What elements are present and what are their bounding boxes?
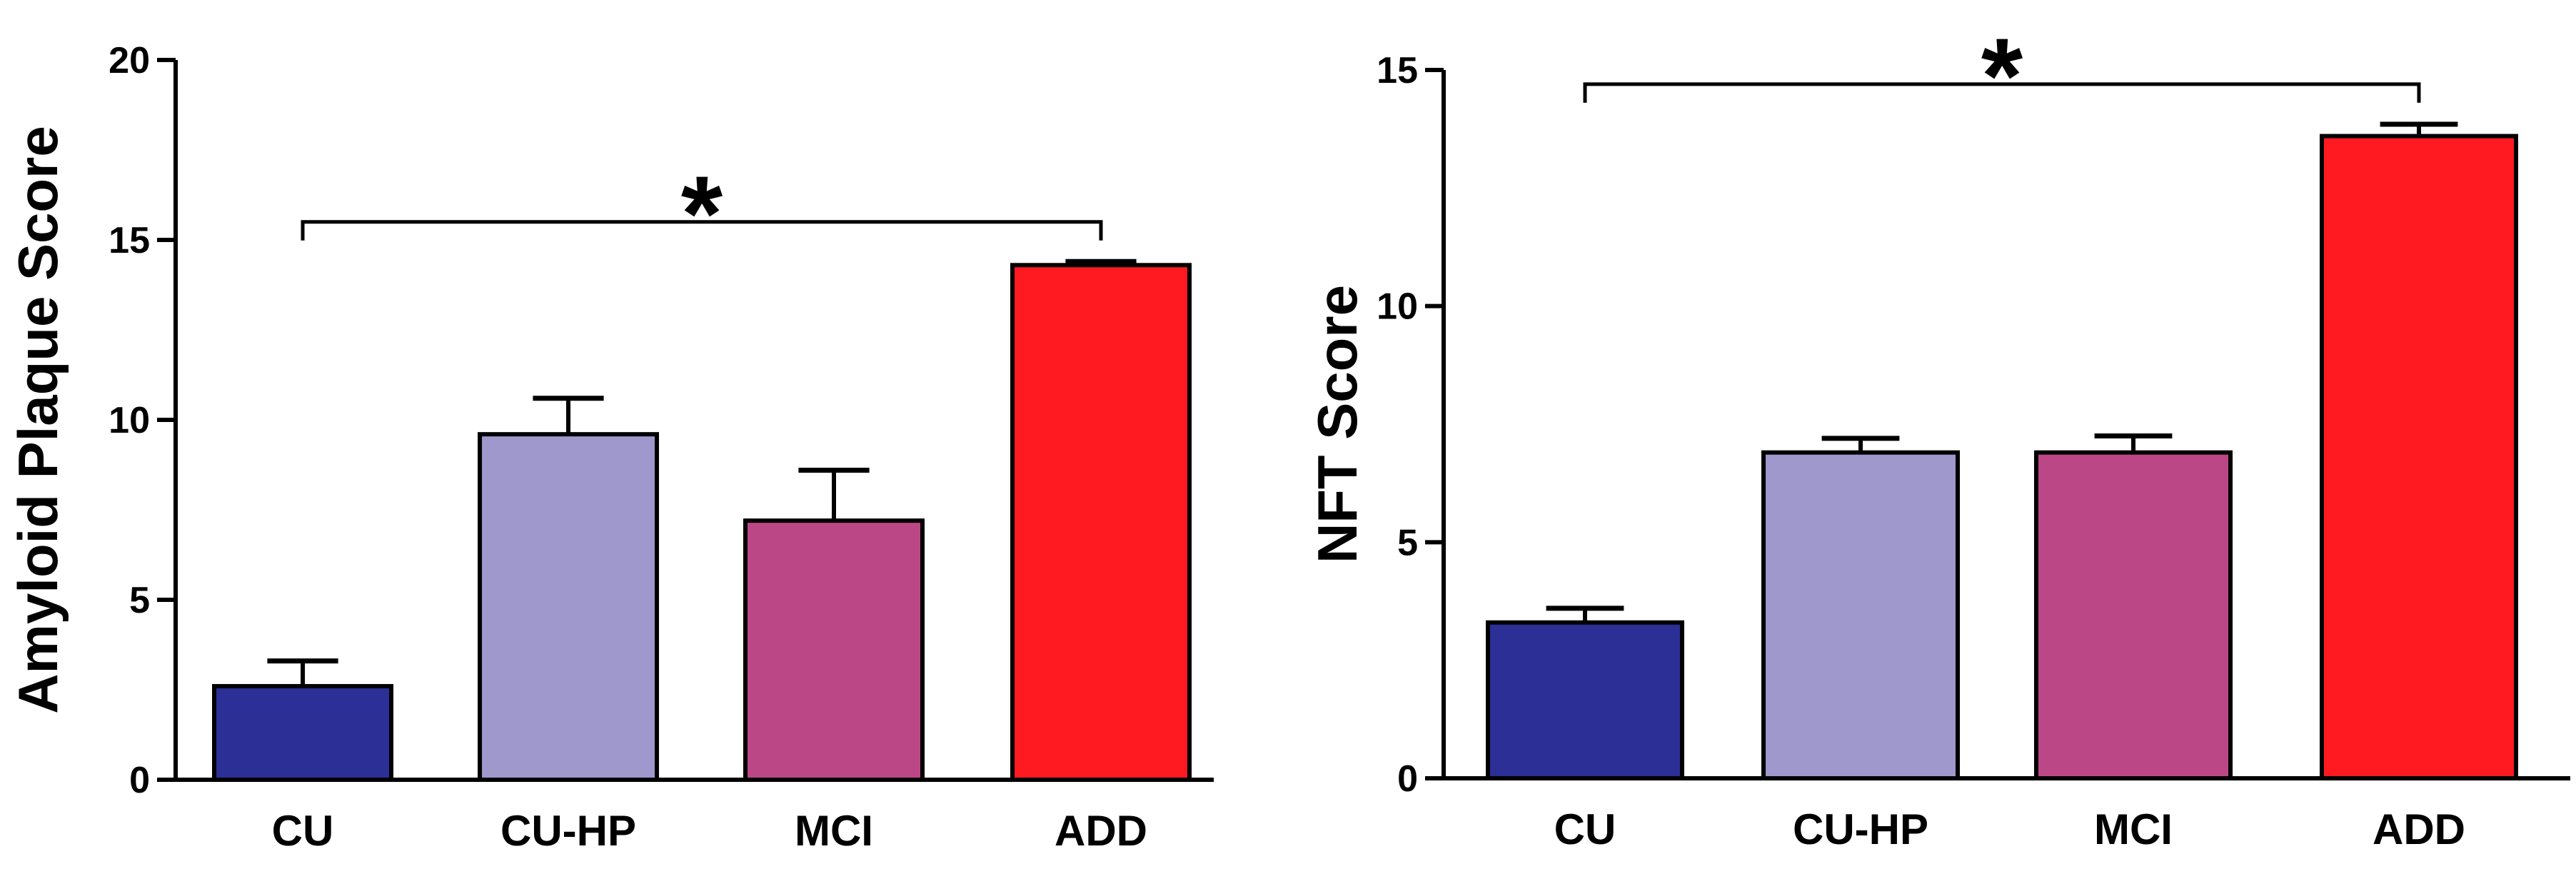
chart-panel-1: 0 5 10 15 20 Amyloid Plaque Score CU CU-HP MCI AD… [6, 40, 1214, 855]
y-tick-label: 0 [129, 760, 150, 801]
y-tick-label: 10 [109, 400, 150, 441]
y-tick-label: 20 [109, 40, 150, 81]
y-axis-label: Amyloid Plaque Score [6, 126, 69, 714]
bar-cu-hp [1761, 450, 1960, 780]
significance-bracket [301, 220, 1103, 241]
category-label: CU [272, 807, 334, 855]
bar-mci [743, 518, 925, 782]
category-label: CU-HP [500, 807, 636, 855]
bar-cu [212, 683, 393, 783]
y-tick-label: 15 [109, 220, 150, 261]
category-label: MCI [2094, 805, 2173, 853]
y-tick-label: 10 [1377, 286, 1418, 328]
y-tick-label: 5 [1397, 522, 1418, 563]
y-axis-label: NFT Score [1306, 285, 1369, 563]
bar-mci [2034, 450, 2233, 780]
category-label: CU-HP [1793, 805, 1928, 853]
category-label: ADD [2373, 805, 2465, 853]
category-label: ADD [1055, 807, 1147, 855]
bar-add [1010, 263, 1192, 782]
chart-panel-2: 0 5 10 15 NFT Score CU CU-HP MCI ADD * [1306, 16, 2570, 853]
category-label: CU [1554, 805, 1616, 853]
bar-cu-hp [478, 432, 659, 782]
bar-add [2320, 134, 2518, 780]
significance-bracket [1583, 82, 2421, 103]
significance-star: * [681, 154, 723, 273]
category-label: MCI [795, 807, 873, 855]
y-tick-label: 5 [129, 580, 150, 621]
significance-star: * [1981, 16, 2023, 136]
bar-cu [1486, 620, 1684, 781]
y-tick-label: 15 [1377, 50, 1418, 91]
y-tick-label: 0 [1397, 758, 1418, 800]
